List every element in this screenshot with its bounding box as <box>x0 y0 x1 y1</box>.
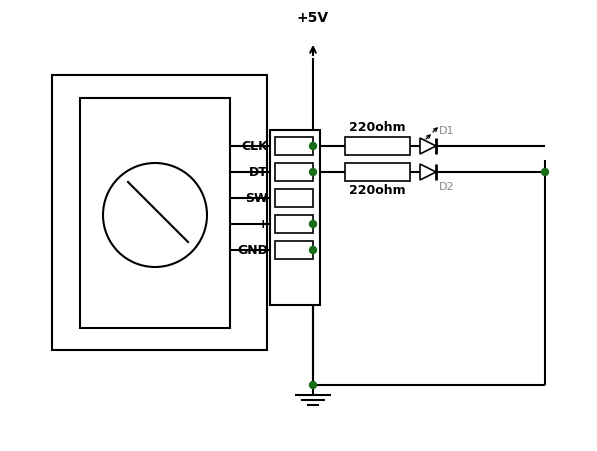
Bar <box>275 189 313 207</box>
Circle shape <box>309 382 316 388</box>
Text: DT: DT <box>249 166 268 179</box>
Bar <box>275 241 313 259</box>
Text: SW: SW <box>245 192 268 204</box>
Text: GND: GND <box>237 244 268 257</box>
Circle shape <box>309 169 316 175</box>
Circle shape <box>309 221 316 227</box>
Text: D1: D1 <box>439 126 454 136</box>
Circle shape <box>541 169 549 175</box>
Text: +: + <box>257 217 268 230</box>
Bar <box>345 163 410 181</box>
Bar <box>80 98 230 328</box>
Bar <box>345 137 410 155</box>
Text: D2: D2 <box>439 182 455 192</box>
Bar <box>275 137 313 155</box>
Text: +5V: +5V <box>297 11 329 25</box>
Polygon shape <box>420 164 436 180</box>
Circle shape <box>309 247 316 253</box>
Text: 220ohm: 220ohm <box>349 184 406 197</box>
Bar <box>52 75 267 350</box>
Text: 220ohm: 220ohm <box>349 121 406 134</box>
Text: CLK: CLK <box>241 139 268 152</box>
Bar <box>270 130 320 305</box>
Circle shape <box>309 143 316 149</box>
Polygon shape <box>420 138 436 154</box>
Bar <box>275 215 313 233</box>
Bar <box>275 163 313 181</box>
Circle shape <box>103 163 207 267</box>
